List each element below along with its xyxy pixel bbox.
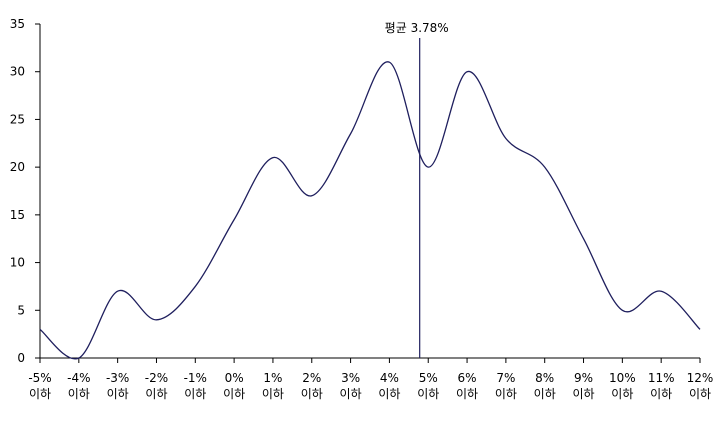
y-tick-label: 35 — [10, 17, 25, 31]
x-axis: -5% 이하 -4% 이하 -3% 이하 -2% 이하 -1% 이하 0% 이하 1% 이하 2% 이하 3% 이… — [28, 357, 713, 401]
x-tick-label: 3% — [341, 371, 360, 385]
x-tick-sublabel: 이하 — [572, 387, 594, 401]
x-tick-sublabel: 이하 — [301, 387, 323, 401]
y-axis: 0 5 10 15 20 25 30 35 — [10, 17, 41, 365]
x-tick-sublabel: 이하 — [340, 387, 362, 401]
y-tick-label: 20 — [10, 160, 25, 174]
y-tick-label: 0 — [17, 351, 25, 365]
x-tick-sublabel: 이하 — [378, 387, 400, 401]
x-tick-label: 0% — [225, 371, 244, 385]
x-tick-label: -1% — [184, 371, 207, 385]
x-tick-sublabel: 이하 — [223, 387, 245, 401]
x-tick-label: 12% — [687, 371, 714, 385]
y-ticks: 0 5 10 15 20 25 30 35 — [10, 17, 40, 365]
x-tick-label: -3% — [106, 371, 129, 385]
x-tick-sublabel: 이하 — [650, 387, 672, 401]
y-tick-label: 15 — [10, 208, 25, 222]
x-ticks: -5% 이하 -4% 이하 -3% 이하 -2% 이하 -1% 이하 0% 이하 1% 이하 2% 이하 3% 이… — [28, 358, 713, 401]
x-tick-sublabel: 이하 — [107, 387, 129, 401]
x-tick-label: 4% — [380, 371, 399, 385]
x-tick-label: 2% — [302, 371, 321, 385]
series-layer — [39, 61, 701, 360]
x-tick-label: 1% — [263, 371, 282, 385]
x-tick-sublabel: 이하 — [68, 387, 90, 401]
x-tick-sublabel: 이하 — [456, 387, 478, 401]
x-tick-label: 8% — [535, 371, 554, 385]
x-tick-sublabel: 이하 — [417, 387, 439, 401]
mean-label: 평균 3.78% — [385, 21, 449, 35]
x-tick-label: -4% — [67, 371, 90, 385]
x-tick-label: 6% — [458, 371, 477, 385]
x-tick-label: -5% — [28, 371, 51, 385]
x-tick-sublabel: 이하 — [29, 387, 51, 401]
y-tick-label: 10 — [10, 256, 25, 270]
x-tick-sublabel: 이하 — [495, 387, 517, 401]
x-tick-label: 7% — [496, 371, 515, 385]
annotation-layer: 평균 3.78% — [385, 21, 449, 358]
x-tick-label: 10% — [609, 371, 636, 385]
x-tick-sublabel: 이하 — [534, 387, 556, 401]
x-tick-label: 5% — [419, 371, 438, 385]
y-tick-label: 30 — [10, 65, 25, 79]
y-tick-label: 5 — [17, 303, 25, 317]
x-tick-sublabel: 이하 — [689, 387, 711, 401]
x-tick-sublabel: 이하 — [184, 387, 206, 401]
x-tick-label: 9% — [574, 371, 593, 385]
series-line — [39, 61, 701, 360]
x-tick-sublabel: 이하 — [611, 387, 633, 401]
y-tick-label: 25 — [10, 112, 25, 126]
x-tick-sublabel: 이하 — [145, 387, 167, 401]
x-tick-sublabel: 이하 — [262, 387, 284, 401]
x-tick-label: 11% — [648, 371, 675, 385]
x-tick-label: -2% — [145, 371, 168, 385]
